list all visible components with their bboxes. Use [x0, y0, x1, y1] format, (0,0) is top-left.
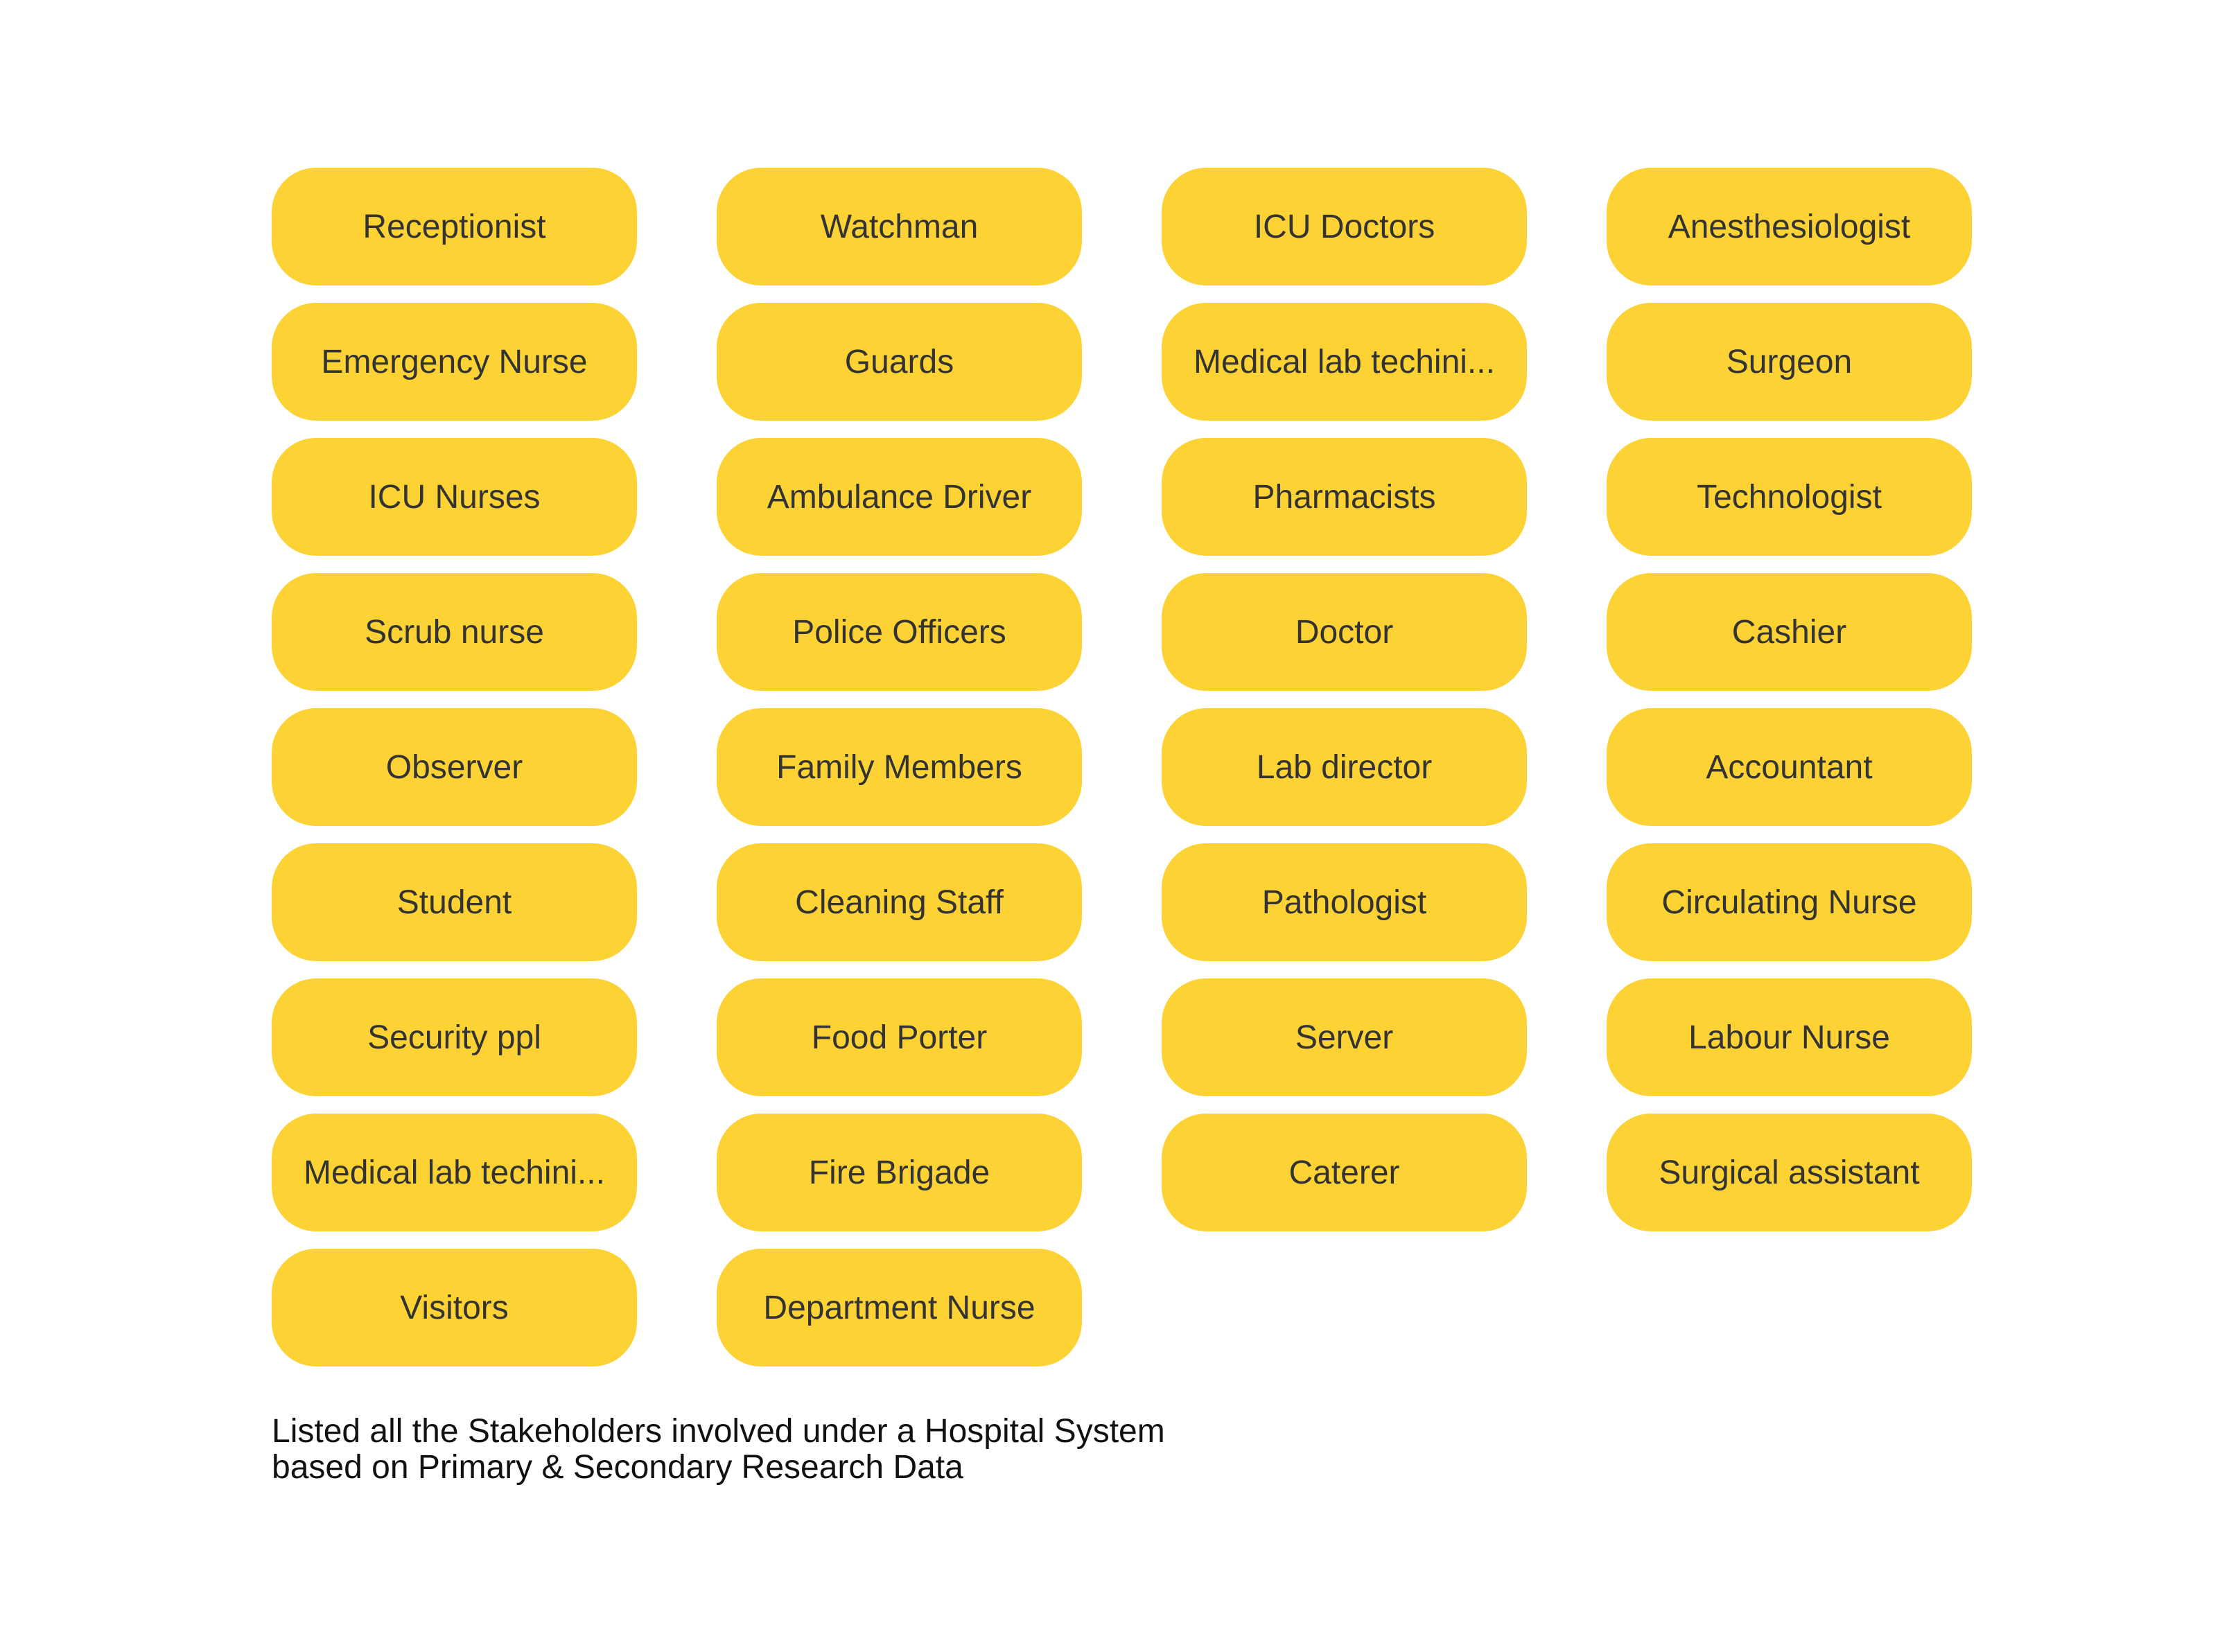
stakeholder-label: Ambulance Driver: [767, 478, 1032, 516]
stakeholder-pill: Surgical assistant: [1607, 1114, 1972, 1231]
stakeholder-pill: Food Porter: [717, 978, 1082, 1096]
stakeholder-pill: Circulating Nurse: [1607, 843, 1972, 961]
stakeholder-label: Anesthesiologist: [1668, 208, 1911, 245]
stakeholder-label: Cleaning Staff: [795, 884, 1004, 921]
stakeholder-pill: Caterer: [1162, 1114, 1527, 1231]
stakeholder-label: Fire Brigade: [808, 1154, 990, 1191]
stakeholder-label: Student: [396, 884, 512, 921]
stakeholder-label: Medical lab techini...: [304, 1154, 605, 1191]
stakeholder-label: Security ppl: [367, 1019, 541, 1056]
stakeholder-pill: Security ppl: [272, 978, 637, 1096]
stakeholder-pill: Surgeon: [1607, 303, 1972, 421]
stakeholder-pill: Accountant: [1607, 708, 1972, 826]
caption-line-2: based on Primary & Secondary Research Da…: [272, 1449, 963, 1486]
stakeholder-label: ICU Doctors: [1253, 208, 1435, 245]
caption: Listed all the Stakeholders involved und…: [272, 1414, 1165, 1486]
stakeholder-label: Lab director: [1256, 748, 1433, 786]
stakeholder-pill: Medical lab techini...: [272, 1114, 637, 1231]
stakeholder-pill: Department Nurse: [717, 1249, 1082, 1367]
stakeholder-label: Technologist: [1697, 478, 1882, 516]
stakeholder-pill: Technologist: [1607, 438, 1972, 556]
stakeholder-pill: Receptionist: [272, 168, 637, 285]
stakeholder-pill: Labour Nurse: [1607, 978, 1972, 1096]
stakeholder-pill: Scrub nurse: [272, 573, 637, 691]
stakeholder-label: Cashier: [1731, 613, 1847, 651]
stakeholder-label: Watchman: [820, 208, 979, 245]
stakeholder-pill: Guards: [717, 303, 1082, 421]
stakeholder-pill: Ambulance Driver: [717, 438, 1082, 556]
stakeholder-label: Surgical assistant: [1659, 1154, 1920, 1191]
stakeholder-pill: Family Members: [717, 708, 1082, 826]
stakeholder-label: Accountant: [1706, 748, 1873, 786]
stakeholder-label: Pharmacists: [1252, 478, 1436, 516]
stakeholder-column-3: ICU Doctors Medical lab techini... Pharmac…: [1162, 168, 1527, 1367]
stakeholder-label: Scrub nurse: [365, 613, 544, 651]
stakeholder-label: Police Officers: [792, 613, 1006, 651]
stakeholder-label: Labour Nurse: [1688, 1019, 1890, 1056]
stakeholder-column-4: Anesthesiologist Surgeon Technologist Cashi…: [1607, 168, 1972, 1367]
stakeholder-label: Doctor: [1295, 613, 1394, 651]
stakeholder-pill: Lab director: [1162, 708, 1527, 826]
stakeholder-pill: Server: [1162, 978, 1527, 1096]
stakeholder-grid: Receptionist Emergency Nurse ICU Nurses Scr…: [272, 168, 1972, 1367]
stakeholder-label: Caterer: [1288, 1154, 1400, 1191]
stakeholder-pill: Cashier: [1607, 573, 1972, 691]
stakeholder-pill: Medical lab techini...: [1162, 303, 1527, 421]
stakeholder-pill: Watchman: [717, 168, 1082, 285]
stakeholder-label: Server: [1295, 1019, 1394, 1056]
caption-line-1: Listed all the Stakeholders involved und…: [272, 1413, 1165, 1450]
stakeholder-column-1: Receptionist Emergency Nurse ICU Nurses Scr…: [272, 168, 637, 1367]
stakeholder-label: Circulating Nurse: [1661, 884, 1917, 921]
stakeholder-pill: ICU Doctors: [1162, 168, 1527, 285]
stakeholder-label: Department Nurse: [763, 1289, 1035, 1326]
stakeholder-pill: Pathologist: [1162, 843, 1527, 961]
stakeholder-pill: Visitors: [272, 1249, 637, 1367]
stakeholder-label: Receptionist: [362, 208, 546, 245]
stakeholder-pill: Anesthesiologist: [1607, 168, 1972, 285]
stakeholder-column-2: Watchman Guards Ambulance Driver Police Off…: [717, 168, 1082, 1367]
stakeholder-pill: Fire Brigade: [717, 1114, 1082, 1231]
stakeholder-label: ICU Nurses: [368, 478, 541, 516]
stakeholder-label: Guards: [844, 343, 954, 380]
stakeholder-pill: Student: [272, 843, 637, 961]
stakeholder-label: Family Members: [776, 748, 1022, 786]
stakeholder-label: Emergency Nurse: [321, 343, 588, 380]
stakeholder-pill: Pharmacists: [1162, 438, 1527, 556]
stakeholder-label: Food Porter: [811, 1019, 988, 1056]
stakeholder-label: Pathologist: [1261, 884, 1427, 921]
stakeholder-label: Medical lab techini...: [1194, 343, 1495, 380]
stakeholder-pill: ICU Nurses: [272, 438, 637, 556]
stakeholder-pill: Police Officers: [717, 573, 1082, 691]
stakeholder-label: Observer: [385, 748, 523, 786]
stakeholder-pill: Doctor: [1162, 573, 1527, 691]
stakeholder-pill: Cleaning Staff: [717, 843, 1082, 961]
stakeholder-label: Visitors: [400, 1289, 509, 1326]
stakeholder-pill: Emergency Nurse: [272, 303, 637, 421]
stakeholder-label: Surgeon: [1726, 343, 1853, 380]
stakeholder-pill: Observer: [272, 708, 637, 826]
